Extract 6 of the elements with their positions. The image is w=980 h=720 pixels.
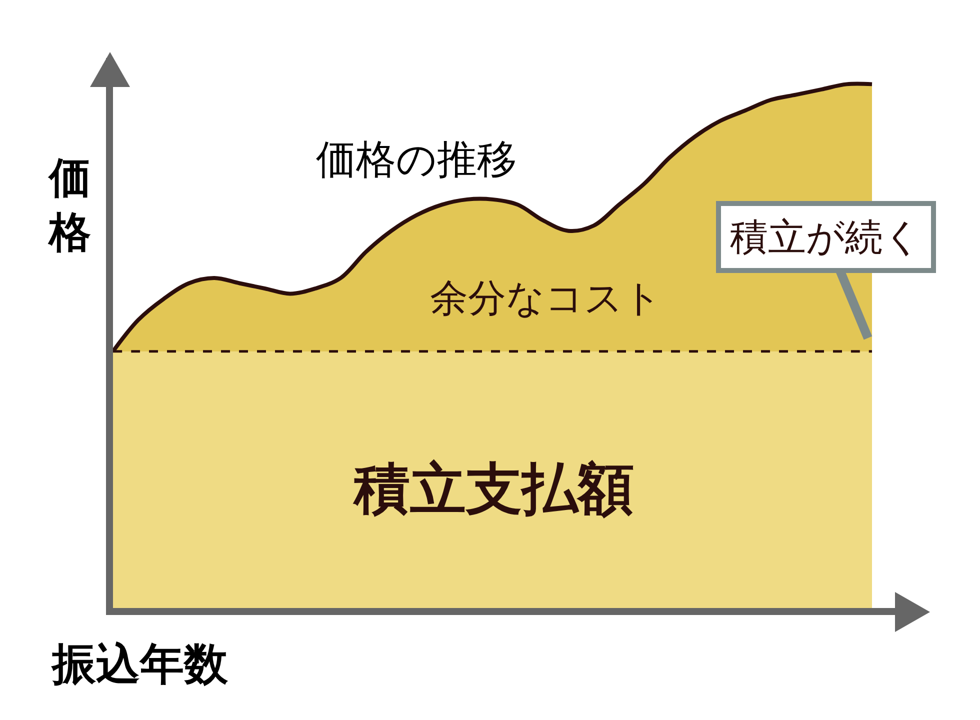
annotation: 余分なコスト xyxy=(430,276,662,320)
series-label: 価格の推移 xyxy=(316,137,517,183)
x-axis-title: 振込年数 xyxy=(50,639,229,690)
y-axis-title: 価格 xyxy=(47,153,91,257)
annotation: 積立が続く xyxy=(730,215,922,259)
series-label: 積立支払額 xyxy=(352,457,634,522)
